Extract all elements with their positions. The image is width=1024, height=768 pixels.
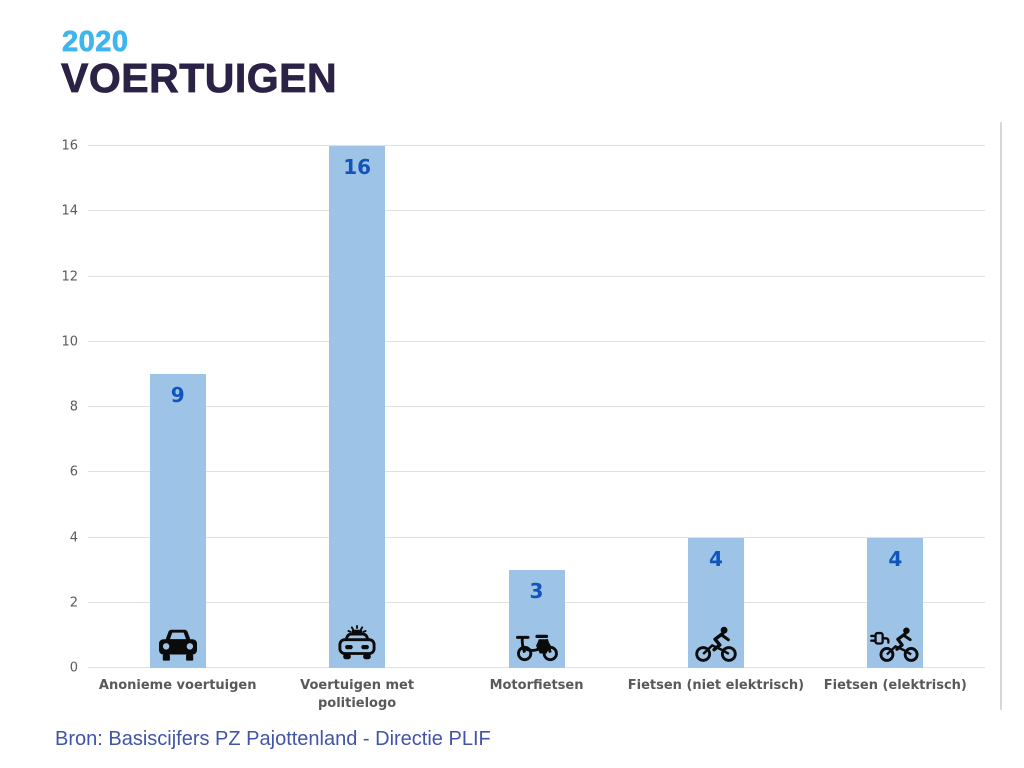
bar: 3	[508, 570, 565, 668]
bar-value-label: 3	[529, 579, 544, 604]
x-axis-category-label-text: Fietsen (niet elektrisch)	[627, 678, 805, 693]
page-title: VOERTUIGEN	[61, 55, 338, 101]
bar-value-label: 4	[888, 546, 903, 571]
y-axis-tick-label: 16	[61, 138, 78, 154]
y-axis-tick-label: 8	[69, 399, 78, 415]
bar-column: 4	[806, 146, 985, 668]
gridline	[88, 471, 985, 473]
y-axis-tick-label: 0	[69, 660, 78, 676]
police-car-icon	[334, 625, 380, 663]
bar: 16	[329, 146, 386, 668]
y-axis: 0 2 4 6 8 10 12 14 16	[18, 140, 78, 675]
gridline	[88, 210, 985, 212]
y-axis-tick-label: 14	[61, 203, 78, 219]
x-axis-category-label-text: Motorfietsen	[489, 678, 584, 693]
x-axis-category-label-text: Fietsen (elektrisch)	[823, 678, 967, 693]
plot-area: 9 16 3 4 4	[88, 145, 985, 668]
y-axis-tick-label: 4	[69, 530, 78, 545]
electric-bicycle-icon	[870, 625, 920, 663]
bar-value-label: 9	[170, 383, 185, 408]
bar: 9	[149, 374, 206, 668]
gridline	[88, 340, 985, 342]
bar: 4	[867, 537, 924, 668]
bar-column: 3	[447, 146, 626, 668]
motorcycle-icon	[514, 625, 560, 663]
bar-value-label: 16	[343, 155, 372, 179]
x-axis-category-label: Anonieme voertuigen	[88, 677, 267, 712]
bar-series: 9 16 3 4 4	[88, 146, 985, 668]
x-axis-category-label-text: Voertuigen met politielogo	[300, 678, 415, 711]
y-axis-tick-label: 6	[69, 464, 78, 480]
title-year: 2020	[62, 26, 129, 58]
x-axis-category-label: Voertuigen met politielogo	[267, 677, 446, 712]
gridline	[88, 145, 985, 146]
y-axis-tick-label: 2	[69, 595, 78, 611]
source-caption: Bron: Basiscijfers PZ Pajottenland - Dir…	[55, 728, 491, 750]
x-axis-category-label: Fietsen (elektrisch)	[806, 677, 985, 712]
cyclist-icon	[693, 625, 739, 663]
chart-right-border-line	[1000, 122, 1002, 710]
car-icon	[155, 625, 201, 663]
bar-column: 9	[88, 146, 267, 668]
bar-column: 4	[626, 146, 805, 668]
gridline	[88, 275, 985, 277]
x-axis-category-label: Fietsen (niet elektrisch)	[626, 677, 805, 712]
y-axis-tick-label: 10	[61, 334, 78, 350]
x-axis: Anonieme voertuigen Voertuigen met politi…	[88, 677, 985, 712]
y-axis-tick-label: 12	[61, 269, 78, 284]
gridline	[88, 536, 985, 538]
bar: 4	[687, 537, 744, 668]
bar-column: 16	[267, 146, 446, 668]
x-axis-category-label-text: Anonieme voertuigen	[98, 678, 257, 693]
x-axis-category-label: Motorfietsen	[447, 677, 626, 712]
gridline	[88, 406, 985, 407]
bar-value-label: 4	[708, 546, 723, 571]
